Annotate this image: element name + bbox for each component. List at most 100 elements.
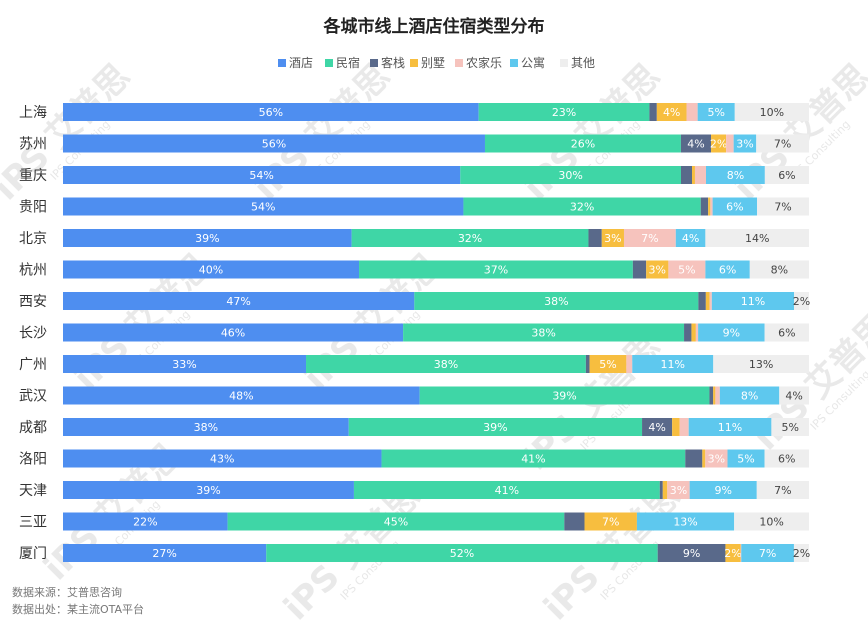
data-label: 5% <box>599 358 616 371</box>
data-label: 3% <box>604 232 621 245</box>
data-label: 38% <box>434 358 458 371</box>
data-label: 7% <box>774 138 791 151</box>
bar-segment <box>697 103 735 121</box>
bar-segment <box>708 197 711 216</box>
data-label: 2% <box>724 547 741 560</box>
bar-segment <box>698 292 706 310</box>
bar-row: 苏州 56% 26% 4% 2% 3% 7% <box>19 134 809 153</box>
bar-segment <box>702 449 706 468</box>
data-label: 3% <box>708 453 725 466</box>
bar-segment <box>63 544 267 562</box>
data-label: 39% <box>195 232 219 245</box>
data-label: 9% <box>714 484 731 497</box>
data-label: 14% <box>745 232 769 245</box>
data-label: 56% <box>259 106 283 119</box>
bar-segment <box>727 449 765 468</box>
bar-segment <box>348 418 643 436</box>
bar-segment <box>63 260 360 279</box>
bar-row: 天津 39% 41% 3% 9% 7% <box>19 481 809 499</box>
bar-segment <box>63 292 415 310</box>
data-label: 9% <box>683 547 700 560</box>
bar-segment <box>478 103 650 121</box>
bar-segment <box>706 166 765 184</box>
data-label: 10% <box>759 516 783 529</box>
bar-segment <box>227 512 565 531</box>
bar-row: 洛阳 43% 41% 3% 5% 6% <box>19 449 809 468</box>
bar-segment <box>63 197 464 216</box>
bar-segment <box>705 449 728 468</box>
bar-row: 长沙 46% 38% 9% 6% <box>19 323 809 342</box>
bar-segment <box>636 512 735 531</box>
legend-swatch <box>410 59 418 67</box>
bar-segment <box>63 481 354 499</box>
bar-segment <box>584 512 637 531</box>
data-label: 46% <box>221 327 245 340</box>
data-label: 38% <box>544 295 568 308</box>
bar-row: 广州 33% 38% 5% 11% 13% <box>19 355 809 373</box>
data-label: 11% <box>741 295 765 308</box>
bar-segment <box>685 449 703 468</box>
bar-segment <box>463 197 701 216</box>
bar-segment <box>646 260 669 279</box>
bar-segment <box>757 197 809 216</box>
bar-segment <box>691 323 696 342</box>
data-label: 26% <box>571 138 595 151</box>
bar-segment <box>713 355 809 373</box>
data-label: 48% <box>229 390 253 403</box>
bar-segment <box>695 323 699 342</box>
bar-segment <box>623 229 676 247</box>
data-label: 43% <box>210 453 234 466</box>
bar-segment <box>709 292 712 310</box>
legend-swatch <box>278 59 286 67</box>
bar-segment <box>626 355 633 373</box>
legend-label: 其他 <box>571 56 595 70</box>
bar-segment <box>668 260 706 279</box>
data-label: 5% <box>678 264 695 277</box>
bar-segment <box>688 418 772 436</box>
data-label: 10% <box>760 106 784 119</box>
bar-segment <box>725 544 741 562</box>
data-label: 41% <box>495 484 519 497</box>
data-label: 7% <box>759 547 776 560</box>
bar-segment <box>460 166 681 184</box>
legend: 酒店 民宿 客栈 别墅 农家乐 公寓 其他 <box>278 55 595 70</box>
data-label: 54% <box>251 201 275 214</box>
data-label: 4% <box>663 106 680 119</box>
bar-segment <box>359 260 633 279</box>
bar-row: 武汉 48% 39% 8% 4% <box>19 386 809 405</box>
bar-segment <box>740 544 742 562</box>
category-label: 武汉 <box>19 389 47 405</box>
data-label: 39% <box>483 421 507 434</box>
bar-segment <box>705 292 710 310</box>
bar-segment <box>764 323 809 342</box>
bar-segment <box>642 418 673 436</box>
data-label: 6% <box>778 169 795 182</box>
category-label: 苏州 <box>19 137 47 153</box>
bar-segment <box>351 229 589 247</box>
bar-segment <box>414 292 699 310</box>
bar-segment <box>764 166 809 184</box>
category-label: 天津 <box>19 483 47 499</box>
bar-segment <box>756 134 809 153</box>
svg-text:iPS 艾普思: iPS 艾普思 <box>246 56 398 208</box>
data-label: 33% <box>172 358 196 371</box>
bar-segment <box>403 323 685 342</box>
bar-segment <box>63 134 485 153</box>
bar-row: 北京 39% 32% 3% 7% 4% 14% <box>19 229 809 247</box>
legend-swatch <box>510 59 518 67</box>
bar-segment <box>712 197 758 216</box>
category-label: 西安 <box>19 294 47 310</box>
data-label: 47% <box>226 295 250 308</box>
bar-segment <box>749 260 809 279</box>
bar-segment <box>741 544 794 562</box>
data-label: 7% <box>774 201 791 214</box>
bar-row: 成都 38% 39% 4% 11% 5% <box>19 418 809 436</box>
bar-segment <box>756 481 809 499</box>
bar-row: 西安 47% 38% 11% 2% <box>19 292 810 310</box>
data-label: 7% <box>602 516 619 529</box>
bar-segment <box>63 449 382 468</box>
bar-segment <box>694 166 707 184</box>
bar-segment <box>675 229 706 247</box>
bar-segment <box>713 386 716 405</box>
data-label: 5% <box>737 453 754 466</box>
